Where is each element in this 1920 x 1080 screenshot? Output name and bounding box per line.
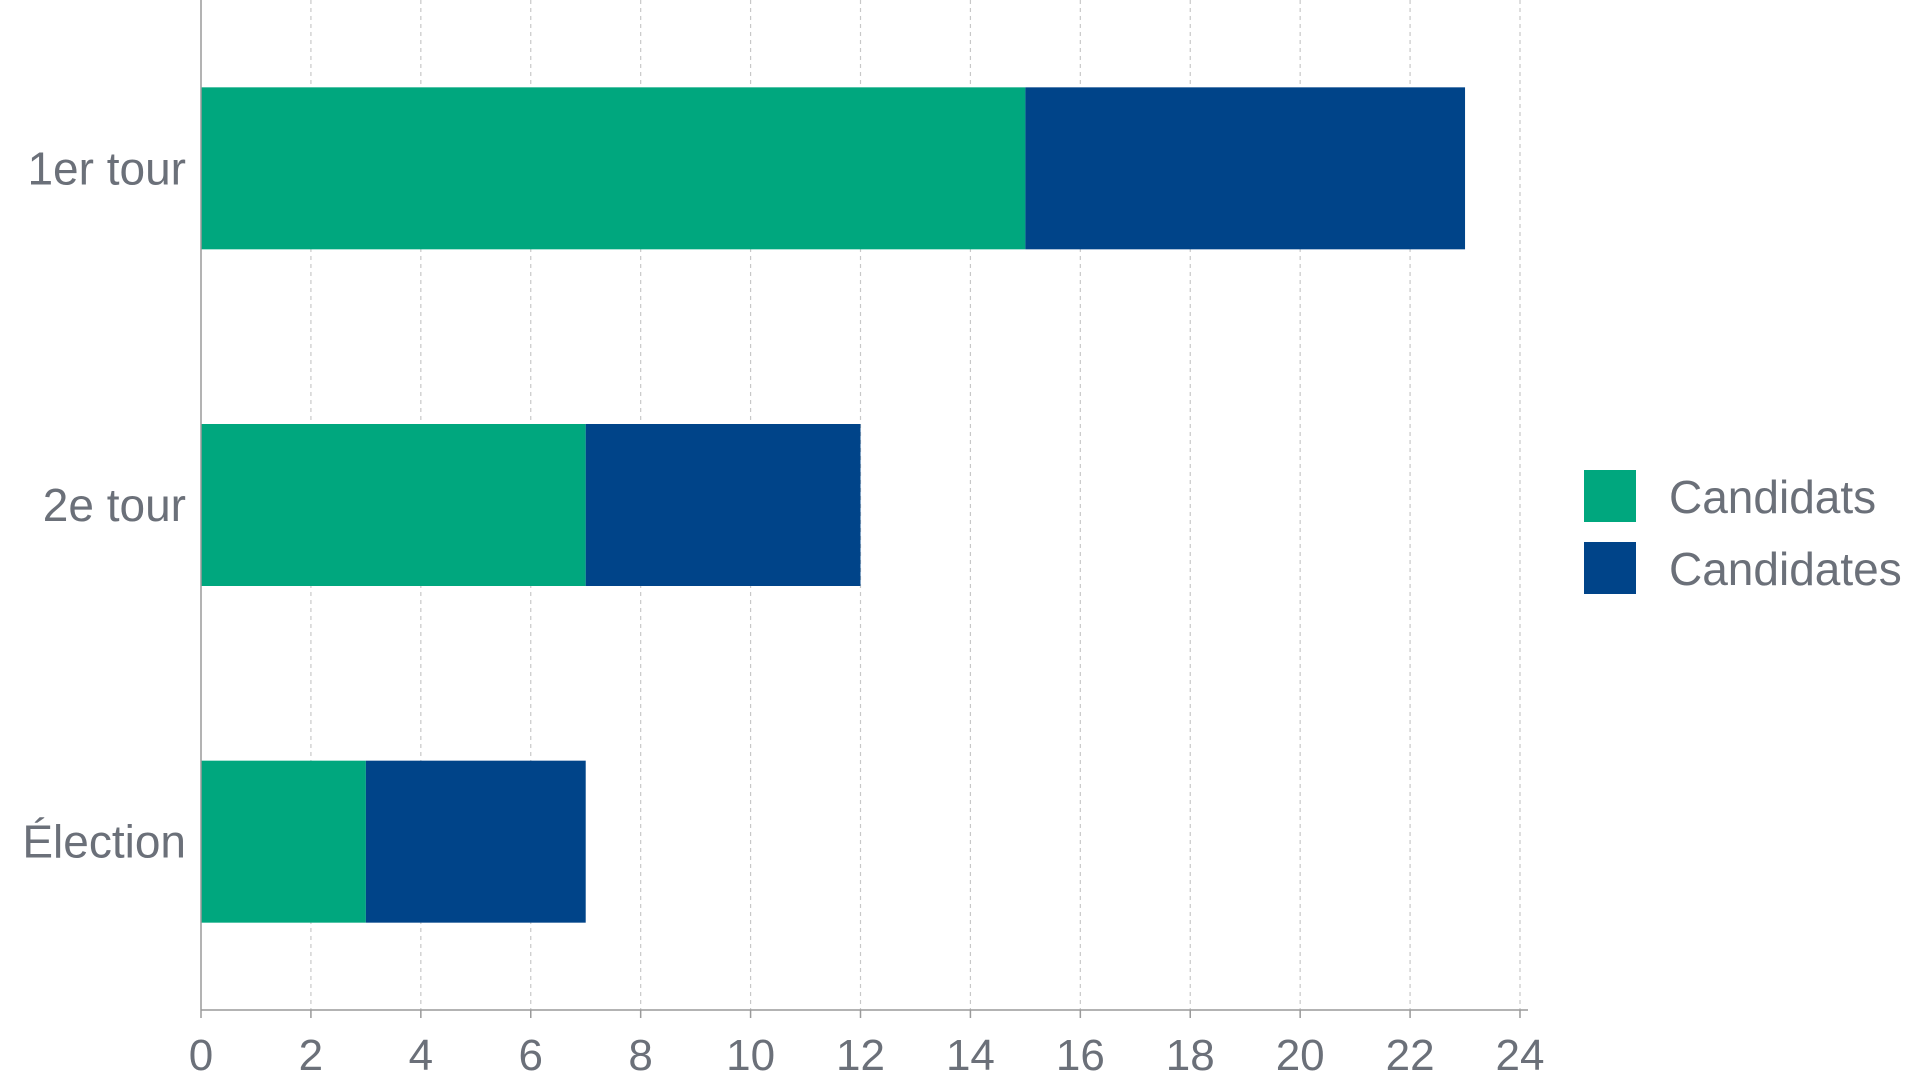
legend-label-candidates: Candidates	[1669, 543, 1902, 595]
bar-candidats-1	[201, 424, 586, 586]
bar-candidates-1	[585, 424, 861, 586]
x-tick-label: 2	[299, 1031, 323, 1080]
bar-candidats-0	[201, 87, 1026, 250]
x-tick-label: 4	[409, 1031, 433, 1080]
category-label: Élection	[22, 816, 186, 868]
category-labels: 1er tour 2e tour Élection	[22, 142, 186, 867]
category-label: 2e tour	[43, 479, 186, 531]
x-tick-label: 22	[1386, 1031, 1435, 1080]
category-label: 1er tour	[27, 142, 186, 194]
x-tick-label: 18	[1166, 1031, 1215, 1080]
legend: Candidats Candidates	[1584, 470, 1902, 595]
bar-candidates-2	[365, 760, 586, 923]
x-tick-labels: 0 2 4 6 8 10 12 14 16 18 20 22 24	[189, 1031, 1545, 1080]
x-tick-label: 8	[628, 1031, 652, 1080]
x-tick-label: 14	[946, 1031, 995, 1080]
x-tick-label: 16	[1056, 1031, 1105, 1080]
x-tick-label: 6	[519, 1031, 543, 1080]
legend-label-candidats: Candidats	[1669, 471, 1876, 523]
legend-swatch-candidates	[1584, 542, 1636, 594]
x-tick-label: 0	[189, 1031, 213, 1080]
x-tick-label: 24	[1496, 1031, 1545, 1080]
x-tick-label: 20	[1276, 1031, 1325, 1080]
bars	[201, 87, 1466, 923]
bar-candidates-0	[1025, 87, 1466, 250]
x-tick-label: 12	[836, 1031, 885, 1080]
legend-swatch-candidats	[1584, 470, 1636, 522]
x-tick-label: 10	[726, 1031, 775, 1080]
bar-candidats-2	[201, 760, 366, 923]
axes	[200, 0, 1528, 1018]
